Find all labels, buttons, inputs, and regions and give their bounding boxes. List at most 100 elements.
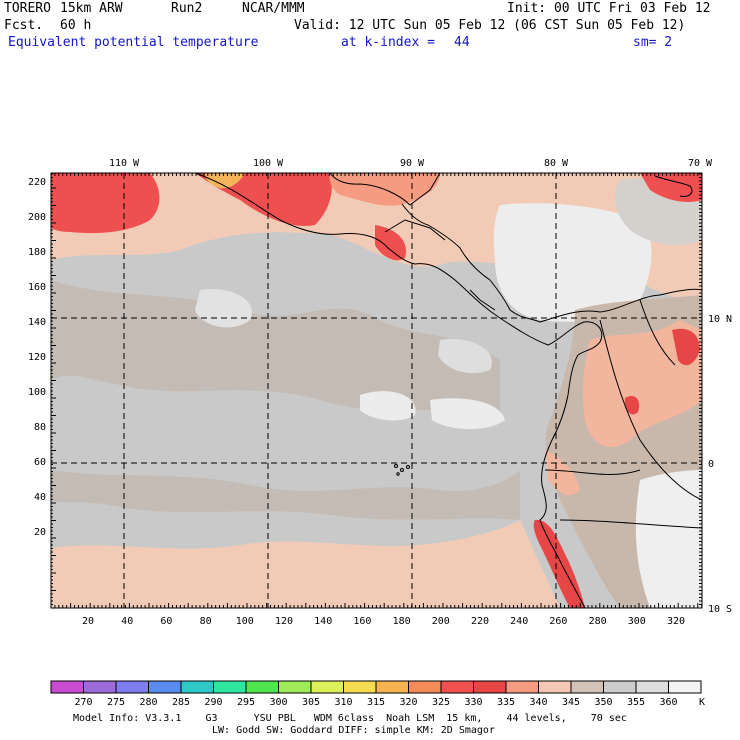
axis-ticks — [50, 173, 703, 609]
field-hot-andes — [624, 395, 640, 415]
colorbar-swatch — [668, 680, 702, 694]
colorbar-label: 355 — [627, 697, 645, 708]
bottom-grid-label: 260 — [549, 616, 567, 627]
field-hot-colombia — [672, 328, 700, 366]
galapagos-island-4 — [396, 472, 400, 476]
bottom-grid-label: 120 — [275, 616, 293, 627]
colorbar-swatch — [375, 680, 409, 694]
border-venezuela — [639, 299, 676, 366]
pacific-coastline — [194, 173, 603, 608]
field-ecuador-warm — [545, 450, 580, 496]
field-patch-light-2 — [360, 391, 416, 421]
bottom-grid-label: 60 — [160, 616, 172, 627]
colorbar-label: 320 — [399, 697, 417, 708]
colorbar-label: 275 — [107, 697, 125, 708]
colorbar-label: 350 — [594, 697, 612, 708]
left-grid-label: 120 — [28, 352, 46, 363]
colorbar — [50, 680, 702, 694]
border-ecuador — [544, 469, 641, 475]
colorbar-label: 295 — [237, 697, 255, 708]
colorbar-swatch — [50, 680, 84, 694]
field-patch-light-3 — [430, 398, 505, 429]
bottom-grid-label: 220 — [471, 616, 489, 627]
colorbar-swatch — [505, 680, 539, 694]
colorbar-swatch — [538, 680, 572, 694]
field-zone-tan-1 — [51, 280, 500, 420]
init-time: Init: 00 UTC Fri 03 Feb 12 — [507, 1, 711, 16]
model-name: TORERO — [4, 1, 51, 16]
left-grid-label: 80 — [34, 422, 46, 433]
bottom-grid-label: 180 — [393, 616, 411, 627]
lat-label-equator: 0 — [708, 459, 714, 470]
map-plot-area — [51, 173, 702, 608]
colorbar-label: 300 — [269, 697, 287, 708]
galapagos-island-1 — [394, 464, 398, 468]
bottom-grid-labels: 20 40 60 80 100 120 140 160 180 200 220 240 260 280 30… — [82, 616, 685, 627]
left-grid-label: 180 — [28, 247, 46, 258]
lat-label-10s: 10 S — [708, 604, 732, 615]
bottom-grid-label: 20 — [82, 616, 94, 627]
colorbar-swatch — [115, 680, 149, 694]
field-caribbean-light — [493, 203, 652, 322]
coast-caribbean-islands — [654, 175, 693, 197]
bottom-grid-label: 240 — [510, 616, 528, 627]
border-colombia — [599, 319, 702, 501]
coastlines — [194, 173, 702, 608]
run-label: Run2 — [171, 1, 203, 16]
colorbar-unit: K — [699, 697, 705, 708]
valid-time: Valid: 12 UTC Sun 05 Feb 12 (06 CST Sun … — [294, 18, 686, 33]
colorbar-swatch — [148, 680, 182, 694]
level-value: 44 — [454, 35, 470, 50]
physics-info-line: LW: Godd SW: Goddard DIFF: simple KM: 2D… — [212, 725, 495, 736]
bottom-grid-label: 80 — [200, 616, 212, 627]
field-colombia-warm — [582, 320, 702, 448]
colorbar-label: 315 — [367, 697, 385, 708]
left-grid-label: 160 — [28, 282, 46, 293]
forecast-label: Fcst. — [4, 18, 44, 33]
left-grid-label: 200 — [28, 212, 46, 223]
left-grid-label: 20 — [34, 527, 46, 538]
colorbar-swatch — [180, 680, 214, 694]
field-hot-peru — [533, 519, 585, 608]
colorbar-swatch — [83, 680, 117, 694]
bottom-grid-label: 40 — [121, 616, 133, 627]
lon-label-90w: 90 W — [400, 158, 425, 169]
field-band-salmon-bottom — [51, 520, 560, 608]
bottom-grid-label: 160 — [353, 616, 371, 627]
colorbar-swatch — [635, 680, 669, 694]
org-label: NCAR/MMM — [242, 1, 305, 16]
field-patch-light-1 — [195, 289, 252, 328]
left-grid-label: 40 — [34, 492, 46, 503]
colorbar-label: 345 — [562, 697, 580, 708]
field-hot-guatemala — [375, 225, 406, 261]
colorbar-label: 290 — [204, 697, 222, 708]
colorbar-swatch — [473, 680, 507, 694]
lon-label-100w: 100 W — [253, 158, 284, 169]
bottom-grid-label: 280 — [589, 616, 607, 627]
colorbar-label: 305 — [302, 697, 320, 708]
latlon-grid — [51, 173, 702, 608]
bottom-grid-label: 200 — [432, 616, 450, 627]
colorbar-swatch — [408, 680, 442, 694]
colorbar-label: 360 — [659, 697, 677, 708]
colorbar-label: 330 — [464, 697, 482, 708]
field-patch-light-4 — [438, 339, 492, 374]
field-hot-northwest — [51, 173, 160, 234]
colorbar-swatch — [570, 680, 604, 694]
lon-label-110w: 110 W — [109, 158, 140, 169]
model-resolution: 15km ARW — [60, 1, 123, 16]
colorbar-swatch — [440, 680, 474, 694]
border-nicaragua — [469, 289, 496, 311]
border-peru — [559, 519, 702, 529]
smoothing-label: sm= 2 — [633, 35, 673, 50]
colorbar-swatch — [310, 680, 344, 694]
colorbar-label: 340 — [529, 697, 547, 708]
galapagos-island-3 — [406, 465, 410, 469]
colorbar-label: 335 — [497, 697, 515, 708]
colorbar-label: 285 — [172, 697, 190, 708]
field-amazon-light — [635, 470, 702, 608]
left-grid-label: 100 — [28, 387, 46, 398]
colorbar-labels: 270 275 280 285 290 295 300 305 310 315 320 325 330 3… — [74, 697, 705, 708]
colorbar-label: 310 — [334, 697, 352, 708]
